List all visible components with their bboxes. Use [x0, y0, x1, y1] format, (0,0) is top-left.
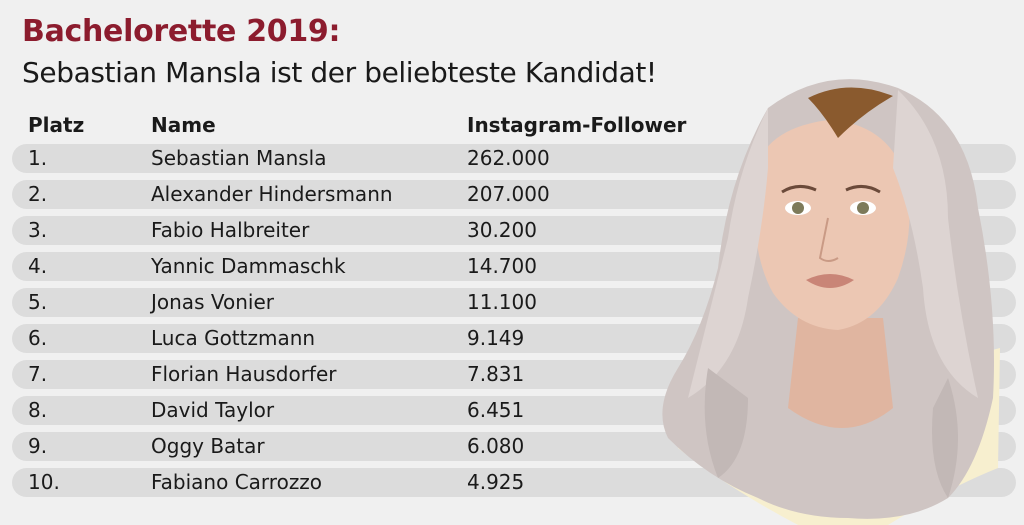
- rank-cell: 3.: [28, 218, 48, 242]
- rank-cell: 9.: [28, 434, 48, 458]
- rank-cell: 7.: [28, 362, 48, 386]
- name-cell: Florian Hausdorfer: [151, 362, 337, 386]
- name-cell: Yannic Dammaschk: [151, 254, 346, 278]
- followers-cell: 262.000: [467, 146, 550, 170]
- followers-cell: 7.831: [467, 362, 525, 386]
- name-cell: Luca Gottzmann: [151, 326, 316, 350]
- chart-subtitle: Sebastian Mansla ist der beliebteste Kan…: [22, 56, 657, 89]
- followers-cell: 11.100: [467, 290, 537, 314]
- followers-cell: 6.451: [467, 398, 525, 422]
- followers-cell: 30.200: [467, 218, 537, 242]
- rank-cell: 10.: [28, 470, 60, 494]
- rank-cell: 2.: [28, 182, 48, 206]
- name-cell: Fabio Halbreiter: [151, 218, 310, 242]
- chart-title: Bachelorette 2019:: [22, 14, 341, 49]
- header-name: Name: [151, 113, 216, 137]
- followers-cell: 9.149: [467, 326, 525, 350]
- rank-cell: 8.: [28, 398, 48, 422]
- name-cell: David Taylor: [151, 398, 275, 422]
- name-cell: Sebastian Mansla: [151, 146, 327, 170]
- portrait-illustration: [662, 79, 1000, 525]
- name-cell: Oggy Batar: [151, 434, 265, 458]
- header-followers: Instagram-Follower: [467, 113, 687, 137]
- rank-cell: 4.: [28, 254, 48, 278]
- rank-cell: 1.: [28, 146, 48, 170]
- name-cell: Fabiano Carrozzo: [151, 470, 323, 494]
- rank-cell: 6.: [28, 326, 48, 350]
- table-header: Platz Name Instagram-Follower: [12, 108, 1016, 144]
- header-rank: Platz: [28, 113, 85, 137]
- followers-cell: 207.000: [467, 182, 550, 206]
- followers-cell: 4.925: [467, 470, 525, 494]
- rank-cell: 5.: [28, 290, 48, 314]
- followers-cell: 14.700: [467, 254, 537, 278]
- followers-cell: 6.080: [467, 434, 525, 458]
- name-cell: Jonas Vonier: [151, 290, 274, 314]
- name-cell: Alexander Hindersmann: [151, 182, 393, 206]
